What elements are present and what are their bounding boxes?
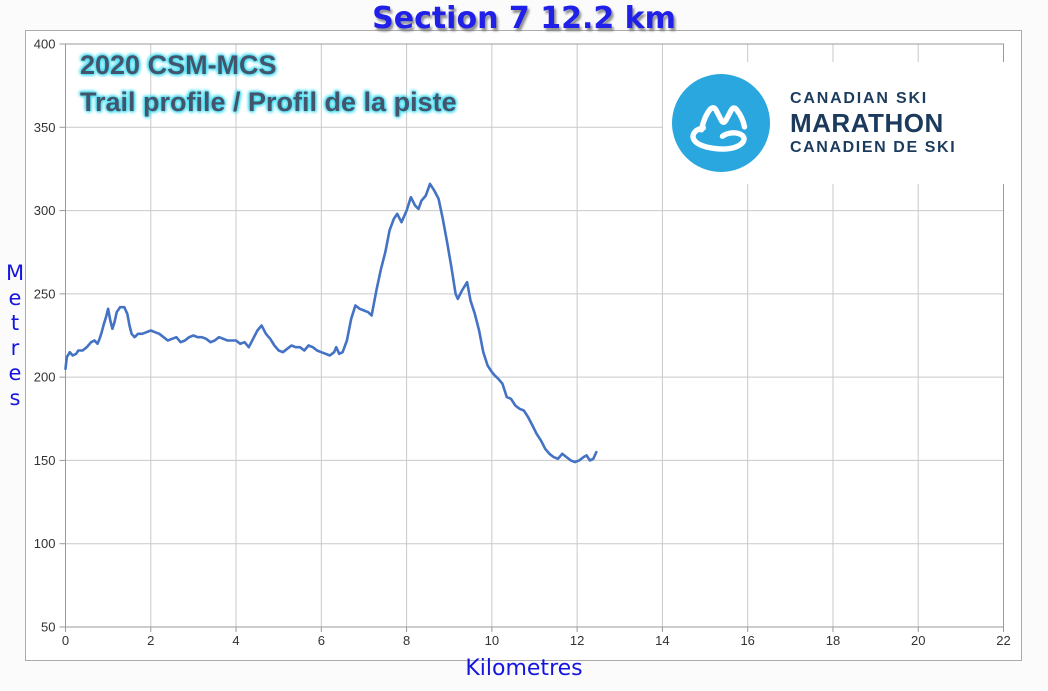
svg-text:300: 300 xyxy=(34,203,56,218)
svg-text:6: 6 xyxy=(318,633,325,648)
subtitle-line-event: 2020 CSM-MCS xyxy=(80,50,277,80)
svg-text:10: 10 xyxy=(485,633,499,648)
svg-text:50: 50 xyxy=(41,620,55,635)
logo-line-canadien-de-ski: CANADIEN DE SKI xyxy=(790,139,957,156)
y-axis-title: M e t r e s xyxy=(5,261,25,410)
logo-line-marathon: MARATHON xyxy=(790,108,944,138)
svg-text:200: 200 xyxy=(34,370,56,385)
logo-wordmark: CANADIAN SKI MARATHON CANADIEN DE SKI xyxy=(790,89,956,158)
svg-text:8: 8 xyxy=(403,633,410,648)
svg-text:22: 22 xyxy=(996,633,1010,648)
svg-text:100: 100 xyxy=(34,536,56,551)
chart-subtitle: 2020 CSM-MCS Trail profile / Profil de l… xyxy=(80,47,457,121)
svg-text:4: 4 xyxy=(232,633,239,648)
svg-text:14: 14 xyxy=(655,633,669,648)
ski-trail-mountain-icon xyxy=(672,74,770,172)
svg-text:400: 400 xyxy=(34,37,56,52)
logo-line-canadian-ski: CANADIAN SKI xyxy=(790,90,929,107)
canadian-ski-marathon-logo: CANADIAN SKI MARATHON CANADIEN DE SKI xyxy=(663,62,1009,184)
svg-text:250: 250 xyxy=(34,286,56,301)
svg-text:12: 12 xyxy=(570,633,584,648)
subtitle-line-profile: Trail profile / Profil de la piste xyxy=(80,87,457,117)
elevation-profile xyxy=(64,182,598,464)
svg-text:0: 0 xyxy=(62,633,69,648)
svg-text:2: 2 xyxy=(147,633,154,648)
svg-text:20: 20 xyxy=(911,633,925,648)
svg-text:350: 350 xyxy=(34,120,56,135)
svg-text:16: 16 xyxy=(740,633,754,648)
x-axis-title: Kilometres xyxy=(465,656,583,681)
chart-title: Section 7 12.2 km xyxy=(372,1,676,36)
svg-text:18: 18 xyxy=(826,633,840,648)
svg-text:150: 150 xyxy=(34,453,56,468)
